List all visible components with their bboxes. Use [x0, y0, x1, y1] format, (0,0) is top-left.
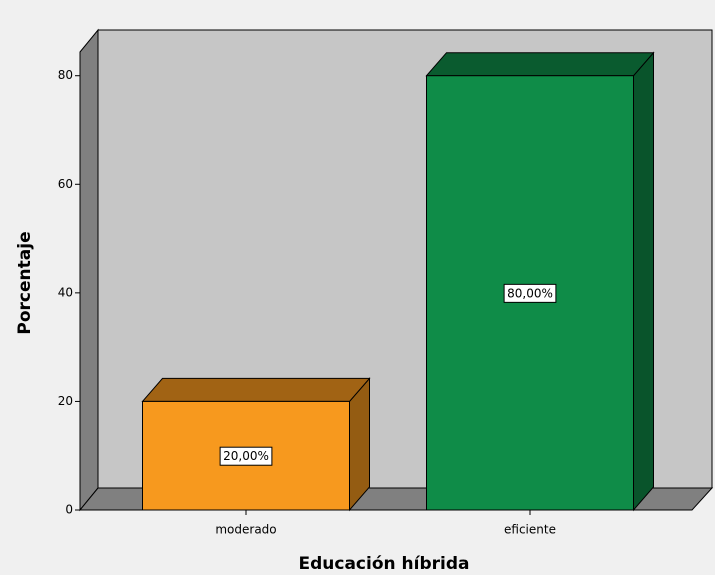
value-label-box: [219, 446, 273, 466]
x-axis-title: Educación híbrida: [299, 554, 470, 574]
value-label: 20,00%: [223, 449, 269, 463]
value-label-box: [503, 283, 557, 303]
x-tick-label: eficiente: [504, 523, 556, 537]
bar-top: [425, 52, 655, 77]
y-axis-title: Porcentaje: [15, 231, 35, 334]
y-tick-label: 20: [58, 394, 73, 408]
x-tick-label: moderado: [215, 523, 276, 537]
value-label: 80,00%: [507, 286, 553, 300]
y-tick-label: 0: [65, 503, 73, 517]
y-tick-label: 60: [58, 177, 73, 191]
bar-top: [141, 377, 371, 402]
y-tick-label: 80: [58, 68, 73, 82]
left-wall: [79, 28, 99, 512]
y-tick-label: 40: [58, 285, 73, 299]
bar-side: [633, 51, 654, 512]
